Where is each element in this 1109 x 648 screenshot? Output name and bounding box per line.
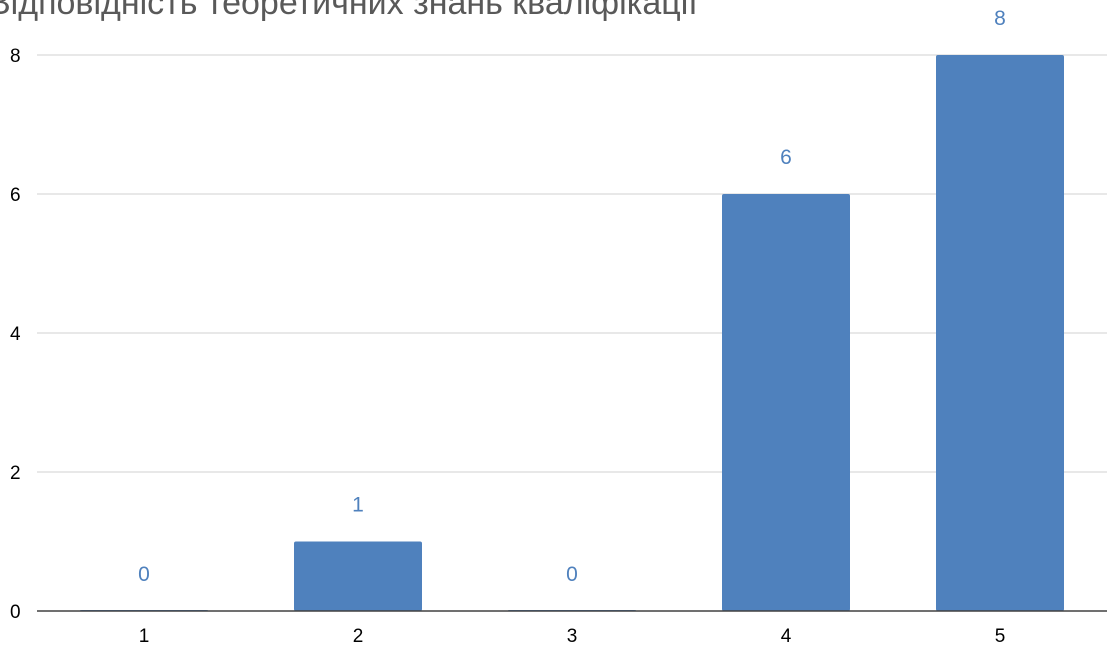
y-tick-label: 8 — [10, 46, 21, 67]
x-tick-label: 1 — [139, 626, 150, 647]
data-label: 0 — [566, 563, 578, 586]
data-label: 6 — [780, 146, 792, 169]
data-label: 8 — [994, 7, 1006, 30]
bar — [936, 55, 1064, 611]
y-tick-label: 6 — [10, 185, 21, 206]
data-label: 1 — [352, 494, 364, 517]
x-tick-label: 2 — [353, 626, 364, 647]
x-tick-label: 4 — [781, 626, 792, 647]
x-tick-label: 5 — [995, 626, 1006, 647]
bar — [294, 541, 422, 611]
bar — [722, 194, 850, 611]
data-label: 0 — [138, 563, 150, 586]
y-tick-label: 2 — [10, 463, 21, 484]
y-tick-label: 0 — [10, 602, 21, 623]
x-tick-label: 3 — [567, 626, 578, 647]
chart-title: Відповідність теоретичних знань кваліфік… — [0, 0, 698, 22]
y-tick-label: 4 — [10, 324, 21, 345]
